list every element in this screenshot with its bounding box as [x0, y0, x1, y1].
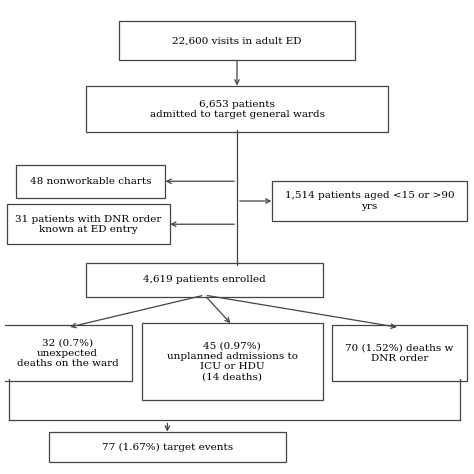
FancyBboxPatch shape [86, 263, 323, 297]
Text: 32 (0.7%)
unexpected
deaths on the ward: 32 (0.7%) unexpected deaths on the ward [17, 338, 118, 368]
Text: 77 (1.67%) target events: 77 (1.67%) target events [102, 443, 233, 452]
Text: 45 (0.97%)
unplanned admissions to
ICU or HDU
(14 deaths): 45 (0.97%) unplanned admissions to ICU o… [167, 341, 298, 382]
FancyBboxPatch shape [49, 432, 286, 462]
FancyBboxPatch shape [16, 165, 165, 198]
FancyBboxPatch shape [332, 325, 467, 381]
FancyBboxPatch shape [7, 204, 170, 244]
Text: 48 nonworkable charts: 48 nonworkable charts [30, 177, 151, 186]
Text: 31 patients with DNR order
known at ED entry: 31 patients with DNR order known at ED e… [15, 215, 162, 234]
FancyBboxPatch shape [86, 86, 388, 133]
FancyBboxPatch shape [2, 325, 132, 381]
Text: 4,619 patients enrolled: 4,619 patients enrolled [143, 275, 266, 284]
Text: 1,514 patients aged <15 or >90
yrs: 1,514 patients aged <15 or >90 yrs [284, 191, 454, 211]
Text: 22,600 visits in adult ED: 22,600 visits in adult ED [172, 36, 302, 45]
FancyBboxPatch shape [142, 323, 323, 400]
FancyBboxPatch shape [272, 181, 467, 221]
Text: 70 (1.52%) deaths w
DNR order: 70 (1.52%) deaths w DNR order [346, 344, 454, 363]
Text: 6,653 patients
admitted to target general wards: 6,653 patients admitted to target genera… [149, 100, 325, 119]
FancyBboxPatch shape [118, 21, 356, 61]
